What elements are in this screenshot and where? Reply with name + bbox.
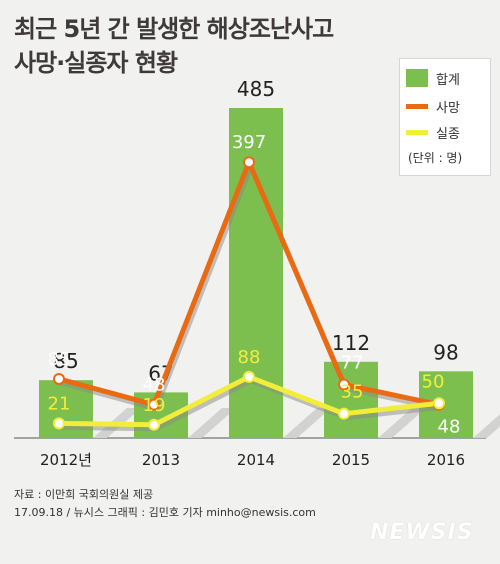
- death-point: [338, 378, 350, 391]
- death-value-label: 48: [143, 375, 166, 396]
- legend-label-death: 사망: [436, 100, 460, 116]
- death-value-label: 77: [341, 353, 364, 374]
- legend-item-missing: 실종: [406, 121, 460, 143]
- missing-value-label: 50: [422, 371, 445, 392]
- legend-label-missing: 실종: [436, 126, 460, 142]
- missing-value-label: 35: [341, 382, 364, 403]
- missing-value-label: 21: [48, 393, 71, 414]
- newsis-logo: NEWSIS: [370, 520, 474, 545]
- x-tick-label: 2016: [427, 451, 465, 469]
- legend-item-total: 합계: [406, 67, 460, 89]
- credit-note: 17.09.18 / 뉴시스 그래픽 : 김민호 기자 minho@newsis…: [14, 506, 316, 519]
- death-point: [243, 156, 255, 169]
- legend-unit: (단위 : 명): [408, 151, 463, 165]
- legend-swatch-total: [406, 69, 428, 87]
- death-value-label: 85: [48, 349, 71, 370]
- chart-title: 최근 5년 간 발생한 해상조난사고 사망·실종자 현황: [14, 12, 334, 80]
- missing-point: [53, 417, 65, 430]
- death-value-label: 48: [438, 417, 461, 438]
- x-tick-label: 2013: [142, 451, 180, 469]
- legend-swatch-missing: [406, 123, 428, 141]
- death-point: [148, 398, 160, 411]
- legend-item-death: 사망: [406, 95, 460, 117]
- title-line-1: 최근 5년 간 발생한 해상조난사고: [14, 15, 334, 43]
- missing-value-label: 88: [238, 347, 261, 368]
- legend: 합계 사망 실종 (단위 : 명): [399, 58, 491, 176]
- bar-total-label: 112: [332, 331, 370, 355]
- missing-point: [433, 397, 445, 410]
- bar-2015: [324, 361, 378, 438]
- title-line-2: 사망·실종자 현황: [14, 49, 178, 77]
- missing-point: [243, 370, 255, 383]
- source-note: 자료 : 이만희 국회의원실 제공: [14, 488, 154, 501]
- bar-total-label: 85: [53, 349, 78, 373]
- bar-shadow: [188, 408, 236, 438]
- missing-point: [148, 418, 160, 431]
- x-tick-label: 2015: [332, 451, 370, 469]
- bar-shadow: [378, 408, 426, 438]
- death-point: [53, 372, 65, 385]
- legend-label-total: 합계: [436, 72, 460, 88]
- missing-value-label: 19: [143, 395, 166, 416]
- x-tick-label: 2012년: [40, 451, 92, 469]
- bar-total-label: 485: [237, 77, 275, 101]
- bar-shadow: [473, 414, 500, 438]
- legend-swatch-death: [406, 97, 428, 115]
- x-tick-label: 2014: [237, 451, 275, 469]
- bar-total-label: 98: [433, 340, 458, 364]
- death-value-label: 397: [232, 132, 266, 153]
- bar-shadow: [283, 408, 331, 438]
- missing-point: [338, 407, 350, 420]
